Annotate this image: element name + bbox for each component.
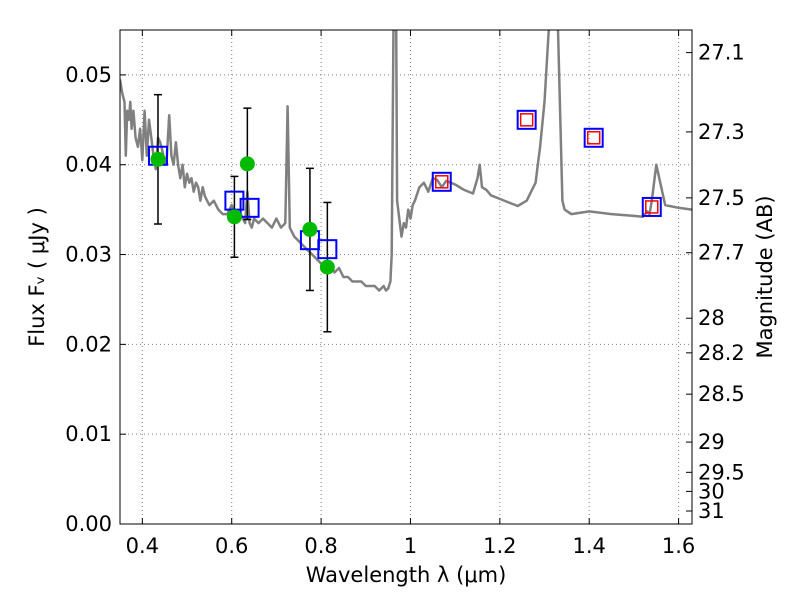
- right-tick-label: 27.3: [698, 120, 745, 144]
- right-tick-label: 28: [698, 306, 725, 330]
- model-point: [239, 197, 260, 218]
- axis-ticks: [120, 30, 692, 525]
- right-axis-label: Magnitude (AB): [753, 195, 777, 358]
- x-tick-label: 1.6: [662, 534, 695, 558]
- model-point: [317, 239, 338, 260]
- right-tick-label: 27.1: [698, 41, 745, 65]
- y-tick-label: 0.05: [65, 63, 112, 87]
- x-tick-label: 1.2: [483, 534, 516, 558]
- right-tick-label: 29.5: [698, 460, 745, 484]
- x-tick-label: 0.8: [304, 534, 337, 558]
- right-tick-label: 28.2: [698, 341, 745, 365]
- x-axis-label: Wavelength λ (μm): [306, 563, 507, 587]
- x-tick-labels: 0.4 0.6 0.8 1 1.2 1.4 1.6: [126, 534, 696, 558]
- y-tick-label: 0.00: [65, 512, 112, 536]
- x-tick-label: 1: [404, 534, 417, 558]
- y-tick-label: 0.01: [65, 422, 112, 446]
- x-tick-label: 1.4: [573, 534, 606, 558]
- model-point: [641, 196, 662, 217]
- observed-point: [150, 151, 166, 167]
- model-point: [516, 109, 537, 130]
- y-tick-labels: 0.00 0.01 0.02 0.03 0.04 0.05: [65, 63, 112, 536]
- x-tick-label: 0.4: [126, 534, 159, 558]
- spectrum-line: [120, 30, 692, 292]
- model-point: [431, 171, 452, 192]
- grid-lines: [120, 30, 692, 524]
- y-tick-label: 0.02: [65, 332, 112, 356]
- right-tick-label: 30: [698, 479, 725, 503]
- model-points-layer: [147, 109, 662, 260]
- right-tick-label: 28.5: [698, 382, 745, 406]
- x-tick-label: 0.6: [215, 534, 248, 558]
- observed-point: [302, 221, 318, 237]
- observed-point: [226, 209, 242, 225]
- right-tick-label: 31: [698, 499, 725, 523]
- errorbar-layer: [153, 93, 332, 333]
- right-tick-label: 29: [698, 430, 725, 454]
- observed-point: [319, 259, 335, 275]
- y-tick-label: 0.04: [65, 153, 112, 177]
- right-tick-label: 27.7: [698, 241, 745, 265]
- y-axis-label: Flux Fᵥ ( μJy ): [25, 207, 49, 347]
- right-tick-label: 27.5: [698, 186, 745, 210]
- spectrum-layer: [120, 30, 692, 292]
- observed-points-layer: [150, 151, 335, 275]
- plot-frame: [119, 29, 693, 525]
- observed-point: [239, 156, 255, 172]
- model-point: [583, 127, 604, 148]
- y-tick-label: 0.03: [65, 243, 112, 267]
